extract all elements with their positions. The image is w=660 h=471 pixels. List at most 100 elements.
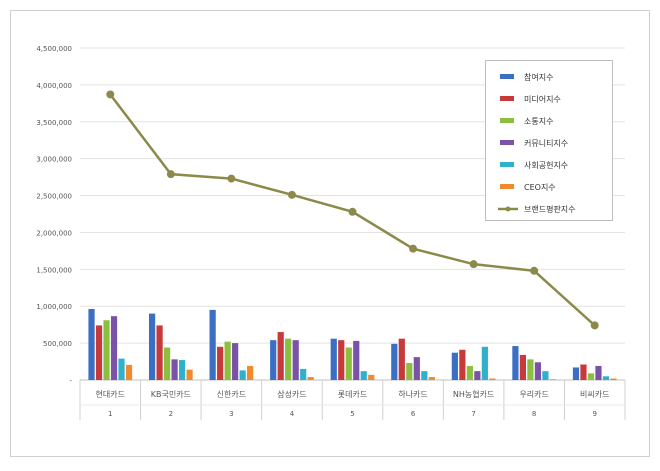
bar-3	[103, 320, 110, 380]
bar-6	[186, 369, 193, 380]
line-point	[530, 266, 539, 275]
category-label: 하나카드	[398, 389, 427, 399]
category-label: 신한카드	[217, 390, 246, 399]
bar-1	[209, 309, 216, 380]
category-label: 비씨카드	[580, 390, 609, 399]
legend-swatch	[500, 74, 514, 79]
legend-swatch	[500, 118, 514, 123]
rank-label: 4	[290, 410, 295, 418]
legend-swatch	[500, 184, 514, 189]
category-label: NH농협카드	[453, 389, 494, 399]
y-tick-label: 3,500,000	[36, 119, 72, 127]
rank-label: 8	[532, 410, 536, 418]
legend-swatch	[500, 140, 514, 145]
bar-2	[519, 354, 527, 380]
line-point	[227, 174, 236, 183]
bar-5	[239, 370, 246, 380]
bar-1	[330, 338, 337, 380]
bar-1	[572, 367, 580, 380]
bar-2	[277, 332, 284, 380]
bar-3	[285, 338, 292, 380]
bar-4	[595, 365, 602, 380]
rank-label: 7	[471, 410, 475, 418]
bar-5	[421, 371, 428, 380]
rank-label: 6	[411, 410, 416, 418]
rank-label: 2	[169, 410, 173, 418]
bar-4	[171, 359, 178, 380]
bar-5	[360, 371, 367, 380]
bar-2	[459, 349, 466, 380]
bar-5	[542, 371, 549, 380]
y-tick-label: 2,000,000	[36, 229, 72, 237]
bar-4	[110, 316, 118, 380]
line-point	[348, 207, 357, 216]
y-tick-label: -	[69, 377, 72, 385]
line-point	[590, 321, 599, 330]
bar-5	[300, 368, 307, 380]
bar-3	[224, 341, 231, 380]
bar-6	[489, 378, 496, 380]
rank-label: 5	[350, 410, 354, 418]
bar-5	[118, 358, 125, 380]
bar-1	[391, 343, 398, 380]
category-label: 롯데카드	[338, 390, 367, 399]
bar-3	[406, 363, 413, 380]
bar-6	[247, 365, 254, 380]
bar-1	[451, 352, 458, 380]
bar-2	[156, 325, 163, 380]
bar-3	[587, 373, 595, 380]
category-label: 우리카드	[519, 390, 548, 399]
bar-1	[88, 309, 95, 380]
line-point	[469, 260, 478, 269]
legend-label: 사회공헌지수	[524, 161, 568, 170]
y-tick-label: 1,000,000	[36, 303, 72, 311]
y-tick-label: 3,000,000	[36, 156, 72, 164]
bar-6	[368, 374, 375, 380]
bar-4	[413, 357, 420, 380]
category-label: 삼성카드	[277, 389, 306, 399]
y-tick-label: 2,500,000	[36, 193, 72, 201]
legend-label: 소통지수	[524, 117, 553, 126]
bar-5	[602, 376, 610, 380]
bar-4	[232, 343, 239, 380]
bar-1	[148, 313, 156, 380]
bar-3	[163, 347, 171, 380]
bar-2	[338, 340, 345, 380]
bar-3	[466, 365, 473, 380]
bar-6	[125, 364, 133, 380]
bar-3	[527, 359, 534, 380]
line-point	[106, 90, 115, 99]
legend-label: 브랜드평판지수	[524, 204, 576, 214]
legend-line-marker	[505, 206, 511, 212]
bar-4	[534, 362, 542, 380]
y-tick-label: 4,000,000	[36, 82, 72, 90]
line-point	[409, 244, 418, 253]
bar-2	[217, 346, 224, 380]
legend-swatch	[500, 96, 514, 101]
legend-label: 미디어지수	[524, 94, 561, 104]
category-label: KB국민카드	[151, 389, 191, 399]
bar-6	[549, 379, 557, 380]
bar-2	[580, 364, 587, 380]
bar-3	[345, 347, 352, 380]
bar-6	[428, 377, 435, 380]
bar-1	[512, 346, 519, 380]
bar-2	[95, 325, 103, 380]
line-point	[166, 170, 175, 179]
category-label: 현대카드	[96, 390, 125, 399]
bar-6	[307, 377, 314, 380]
y-tick-label: 1,500,000	[36, 266, 72, 274]
bar-4	[474, 371, 481, 380]
bar-6	[610, 378, 617, 380]
legend-label: CEO지수	[524, 183, 556, 192]
bar-5	[481, 346, 488, 380]
legend-label: 참여지수	[524, 72, 553, 82]
line-point	[287, 190, 296, 199]
bar-2	[398, 338, 405, 380]
legend-swatch	[500, 162, 514, 167]
legend-label: 커뮤니티지수	[524, 138, 568, 148]
bar-4	[292, 340, 299, 380]
bar-1	[270, 340, 277, 380]
